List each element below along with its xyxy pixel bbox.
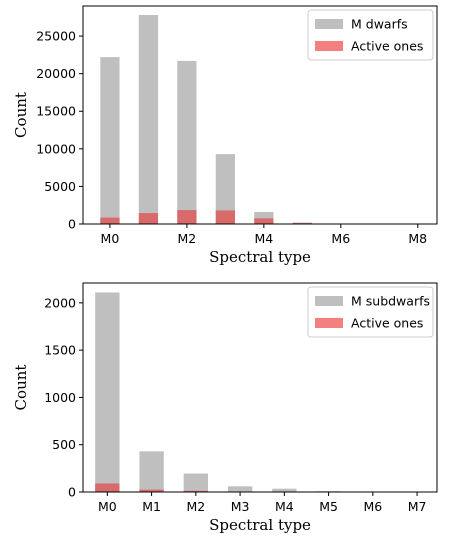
bar-active-1 — [139, 489, 164, 492]
x-tick-label-0: M0 — [98, 499, 117, 514]
y-tick-label-2: 10000 — [36, 141, 76, 156]
x-tick-label-2: M2 — [186, 499, 205, 514]
bar-all-3 — [215, 154, 235, 224]
x-axis-label: Spectral type — [209, 516, 311, 534]
y-tick-label-3: 1500 — [44, 343, 76, 358]
legend-label-all: M dwarfs — [351, 17, 408, 32]
bar-all-1 — [138, 15, 159, 224]
bar-all-2 — [177, 60, 197, 225]
bar-all-0 — [95, 292, 120, 492]
x-tick-label-3: M3 — [231, 499, 250, 514]
x-tick-label-4: M8 — [408, 231, 427, 246]
bar-active-2 — [183, 490, 209, 492]
legend-label-active: Active ones — [351, 316, 423, 331]
x-axis-label: Spectral type — [209, 248, 311, 266]
y-tick-label-1: 500 — [52, 437, 76, 452]
x-tick-label-1: M2 — [178, 231, 197, 246]
axes-frame — [82, 282, 438, 493]
legend-swatch-active — [315, 41, 343, 51]
y-tick-label-2: 1000 — [44, 390, 76, 405]
bar-all-0 — [100, 57, 120, 224]
y-tick-label-5: 25000 — [36, 29, 76, 44]
legend-swatch-all — [315, 19, 343, 29]
x-tick-label-6: M6 — [363, 499, 382, 514]
axes-frame — [82, 5, 438, 225]
x-tick-label-0: M0 — [101, 231, 120, 246]
x-tick-label-2: M4 — [254, 231, 273, 246]
bar-all-2 — [183, 473, 209, 492]
bar-active-2 — [177, 210, 197, 224]
bar-all-4 — [272, 488, 297, 492]
legend-swatch-active — [315, 318, 343, 328]
y-axis-label: Count — [12, 92, 30, 138]
bar-active-3 — [215, 210, 235, 224]
bar-all-1 — [139, 451, 164, 492]
bar-active-4 — [254, 218, 274, 224]
legend-swatch-all — [315, 296, 343, 306]
y-tick-label-3: 15000 — [36, 104, 76, 119]
y-tick-label-1: 5000 — [44, 179, 76, 194]
y-tick-label-0: 0 — [68, 485, 76, 500]
y-tick-label-4: 2000 — [44, 295, 76, 310]
x-tick-label-5: M5 — [319, 499, 338, 514]
legend-label-all: M subdwarfs — [351, 294, 430, 309]
legend-label-active: Active ones — [351, 39, 423, 54]
x-tick-label-1: M1 — [142, 499, 161, 514]
x-tick-label-7: M7 — [408, 499, 427, 514]
top-chart-m-dwarfs: 0 5000 10000 15000 20000 25000 M0 M2 M4 M6 M8 Spect… — [12, 5, 438, 266]
y-axis-label: Count — [12, 365, 30, 411]
bar-all-3 — [227, 486, 253, 492]
y-tick-label-0: 0 — [68, 217, 76, 232]
x-tick-label-4: M4 — [275, 499, 294, 514]
bar-active-1 — [138, 213, 159, 224]
bar-active-0 — [95, 483, 120, 492]
y-tick-label-4: 20000 — [36, 66, 76, 81]
bar-active-0 — [100, 217, 120, 224]
bottom-chart-m-subdwarfs: 0 500 1000 1500 2000 M0 M1 M2 M3 M4 M5 M6 M7 Spectral… — [12, 282, 438, 534]
x-tick-label-3: M6 — [331, 231, 350, 246]
